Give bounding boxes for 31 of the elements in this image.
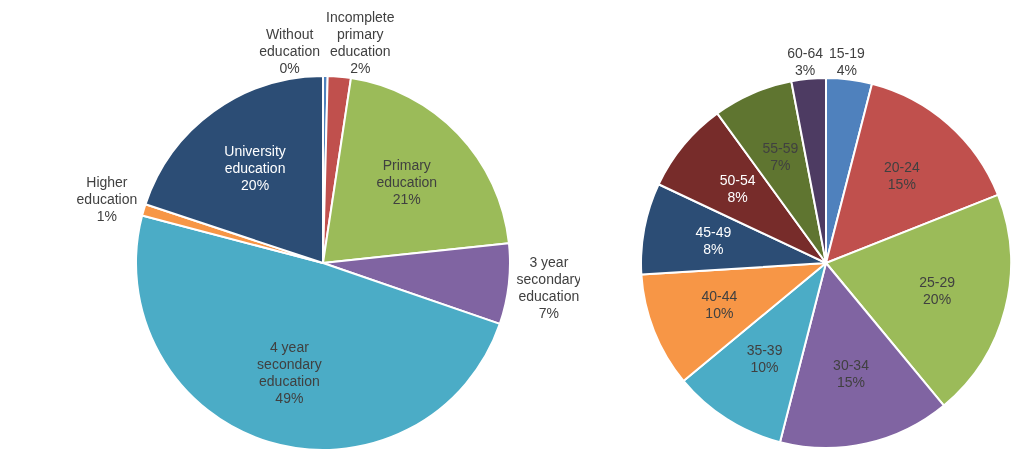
slice-label: Without education: [259, 26, 320, 60]
slice-label: 30-34: [833, 357, 870, 374]
data-label: 0%: [279, 60, 300, 77]
slice-label: 4 year secondary education: [257, 339, 322, 390]
slice-label: 25-29: [919, 273, 956, 290]
data-label: 8%: [703, 240, 724, 257]
data-label: 1%: [96, 208, 118, 225]
data-label: 21%: [392, 190, 421, 207]
slice-label: 15-19: [829, 45, 866, 62]
slice-label: 40-44: [701, 287, 738, 304]
data-label: 20%: [923, 290, 952, 307]
slice-label: University education: [224, 142, 286, 176]
slice-label: 20-24: [883, 159, 920, 176]
slice-label: Higher education: [76, 174, 138, 208]
slice-label: 60-64: [787, 45, 824, 62]
slice-label: 50-54: [719, 172, 756, 189]
data-label: 10%: [705, 304, 734, 321]
slice-label: Incomplete primary education: [326, 9, 395, 60]
data-label: 7%: [538, 305, 559, 322]
data-label: 2%: [350, 60, 371, 77]
data-label: 49%: [275, 390, 304, 407]
data-label: 15%: [837, 374, 866, 391]
data-label: 15%: [887, 176, 916, 193]
data-label: 3%: [794, 62, 816, 79]
data-label: 8%: [727, 189, 748, 206]
slice-label: 45-49: [695, 223, 732, 240]
slice-label: 35-39: [746, 342, 783, 359]
data-label: 4%: [836, 62, 858, 79]
data-label: 10%: [750, 359, 779, 376]
data-label: 20%: [241, 176, 270, 193]
slice-label: Primary education: [376, 156, 438, 190]
